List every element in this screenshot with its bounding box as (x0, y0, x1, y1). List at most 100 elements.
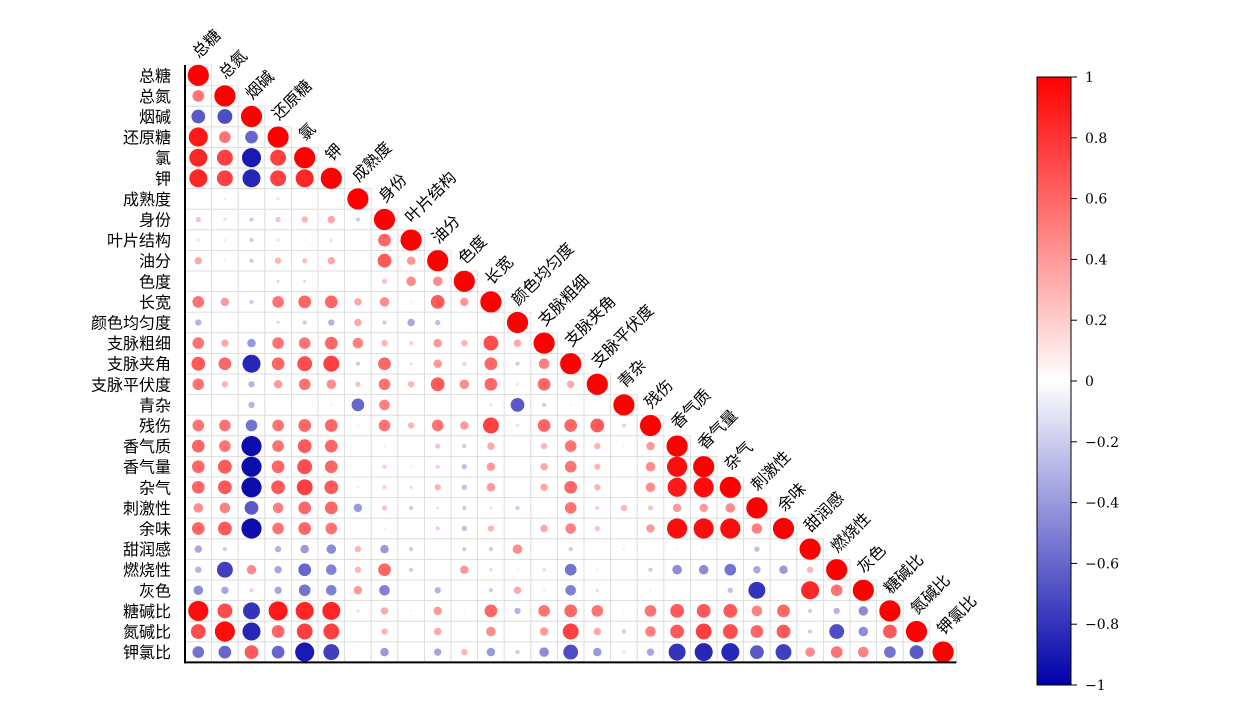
correlation-dot-24-4 (274, 545, 282, 553)
correlation-dot-21-2 (218, 480, 232, 495)
row-label: 灰色 (139, 581, 171, 600)
correlation-dot-27-1 (188, 600, 209, 621)
correlation-dot-28-9 (410, 630, 412, 633)
correlation-dot-12-12 (480, 291, 502, 313)
correlation-dot-15-10 (433, 359, 442, 368)
correlation-dot-29-4 (271, 645, 285, 659)
correlation-dot-17-4 (277, 404, 279, 406)
correlation-dot-15-11 (462, 361, 467, 366)
correlation-dot-10-8 (377, 253, 392, 268)
correlation-dot-25-17 (623, 568, 625, 571)
correlation-dot-16-11 (459, 379, 470, 390)
correlation-dot-26-13 (513, 586, 522, 595)
correlation-dot-16-6 (326, 379, 337, 390)
correlation-dot-24-17 (622, 548, 625, 551)
correlation-dot-23-15 (565, 523, 576, 534)
correlation-dot-20-6 (324, 460, 338, 474)
correlation-dot-28-2 (214, 621, 235, 642)
correlation-dot-23-5 (298, 522, 312, 535)
row-label: 刺激性 (123, 499, 171, 518)
correlation-dot-18-12 (482, 417, 499, 434)
correlation-dot-5-3 (241, 148, 262, 168)
correlation-dot-14-7 (352, 337, 364, 349)
correlation-dot-8-4 (275, 216, 281, 223)
correlation-dot-27-18 (644, 605, 657, 617)
correlation-dot-8-2 (223, 217, 227, 222)
correlation-dot-26-24 (801, 581, 820, 600)
correlation-dot-13-2 (224, 321, 226, 324)
correlation-dot-6-2 (216, 170, 233, 187)
correlation-dot-13-11 (463, 321, 466, 324)
correlation-dot-11-6 (330, 280, 333, 283)
correlation-dot-26-3 (249, 588, 254, 593)
correlation-dot-29-21 (721, 643, 740, 662)
correlation-dot-16-9 (407, 381, 415, 388)
correlation-dot-18-10 (431, 419, 444, 432)
correlation-dot-12-3 (249, 299, 254, 305)
correlation-dot-22-7 (353, 503, 363, 513)
correlation-dot-21-1 (191, 480, 205, 494)
correlation-dot-18-7 (356, 424, 359, 427)
correlation-dot-27-3 (243, 602, 260, 620)
correlation-dot-18-17 (621, 423, 627, 428)
correlation-dot-3-1 (191, 109, 206, 124)
correlation-dot-8-1 (195, 216, 201, 223)
correlation-dot-22-15 (564, 502, 577, 514)
correlation-dot-18-4 (272, 419, 284, 432)
row-label: 钾 (155, 169, 171, 188)
colorbar-tick-label: 0.8 (1085, 131, 1107, 147)
correlation-dot-8-6 (327, 215, 336, 224)
correlation-dot-15-12 (484, 357, 498, 371)
correlation-dot-6-6 (320, 167, 342, 189)
correlation-dot-19-10 (435, 443, 441, 449)
correlation-dot-19-15 (564, 440, 577, 452)
correlation-dot-19-14 (540, 442, 548, 450)
correlation-dot-3-3 (240, 105, 263, 128)
correlation-dot-6-4 (270, 170, 287, 187)
correlation-dot-27-22 (751, 605, 763, 617)
correlation-dot-13-1 (195, 319, 202, 326)
correlation-dot-11-10 (432, 276, 443, 287)
correlation-dot-28-8 (381, 628, 388, 635)
correlation-dot-28-15 (562, 623, 579, 640)
correlation-dot-28-27 (883, 624, 897, 639)
correlation-dot-3-2 (217, 109, 233, 124)
row-label: 香气质 (123, 437, 171, 456)
correlation-dot-12-4 (272, 296, 284, 308)
correlation-dot-29-15 (563, 644, 579, 660)
correlation-dot-28-10 (433, 627, 442, 636)
correlation-dot-25-14 (542, 568, 546, 572)
correlation-dot-28-14 (539, 627, 549, 636)
correlation-dot-8-5 (301, 216, 308, 223)
correlation-dot-26-1 (193, 585, 204, 596)
row-label: 总氮 (139, 87, 171, 106)
correlation-dot-21-12 (486, 483, 496, 492)
correlation-dot-26-15 (565, 585, 576, 596)
correlation-dot-8-7 (355, 217, 361, 222)
correlation-dot-24-14 (543, 548, 545, 550)
correlation-dot-22-17 (620, 504, 628, 512)
correlation-dot-10-9 (406, 256, 416, 265)
correlation-dot-29-3 (244, 645, 259, 659)
correlation-dot-14-10 (433, 338, 442, 348)
correlation-dot-24-21 (729, 548, 732, 550)
correlation-dot-24-18 (649, 548, 652, 550)
correlation-dot-23-11 (461, 525, 467, 532)
correlation-dot-22-20 (699, 503, 708, 513)
correlation-dot-14-1 (192, 337, 205, 349)
correlation-dot-22-9 (408, 505, 414, 511)
correlation-dot-7-1 (197, 198, 200, 200)
correlation-dot-19-4 (272, 440, 284, 452)
correlation-dot-18-18 (639, 414, 662, 437)
correlation-dot-15-3 (242, 354, 261, 373)
correlation-dot-29-22 (750, 645, 764, 659)
correlation-dot-15-9 (409, 362, 413, 366)
row-label: 氮碱比 (123, 623, 171, 642)
correlation-dot-9-7 (357, 239, 359, 241)
correlation-dot-17-16 (596, 404, 599, 406)
correlation-dot-29-20 (694, 643, 713, 662)
correlation-dot-4-1 (188, 127, 208, 147)
correlation-dot-20-7 (357, 465, 359, 468)
correlation-dot-27-25 (833, 607, 840, 615)
correlation-dot-25-16 (596, 568, 599, 571)
